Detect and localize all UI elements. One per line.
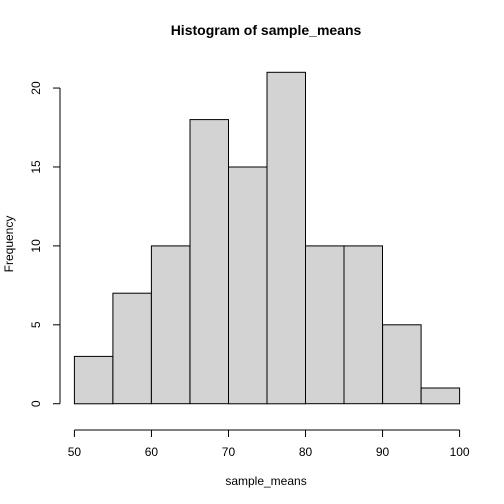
y-tick-label-15: 15 (29, 160, 43, 174)
y-tick-label-10: 10 (29, 239, 43, 253)
x-axis-label: sample_means (225, 474, 306, 488)
histogram-bar-6 (266, 71, 306, 405)
x-axis: 50 60 70 80 90 100 (68, 429, 470, 459)
histogram-bar-9 (382, 324, 422, 405)
y-axis: 0 5 10 15 20 (29, 81, 61, 407)
histogram-bar-8 (343, 245, 383, 405)
y-tick-label-5: 5 (29, 321, 43, 328)
y-tick-label-0: 0 (29, 400, 43, 407)
x-tick-label-90: 90 (376, 445, 390, 459)
histogram-bar-10 (420, 387, 461, 405)
x-tick-label-80: 80 (299, 445, 313, 459)
y-axis-label: Frequency (2, 216, 16, 273)
histogram-bar-3 (150, 245, 191, 405)
y-tick-label-20: 20 (29, 81, 43, 95)
x-tick-label-50: 50 (68, 445, 82, 459)
histogram-bar-4 (189, 119, 229, 405)
x-tick-label-60: 60 (145, 445, 159, 459)
x-tick-label-100: 100 (450, 445, 470, 459)
chart-title: Histogram of sample_means (171, 22, 362, 38)
x-tick-label-70: 70 (222, 445, 236, 459)
histogram-bar-2 (112, 292, 152, 405)
bars-group (73, 71, 461, 405)
histogram-bar-1 (73, 355, 114, 405)
histogram-bar-7 (305, 245, 345, 405)
histogram-bar-5 (228, 166, 268, 405)
